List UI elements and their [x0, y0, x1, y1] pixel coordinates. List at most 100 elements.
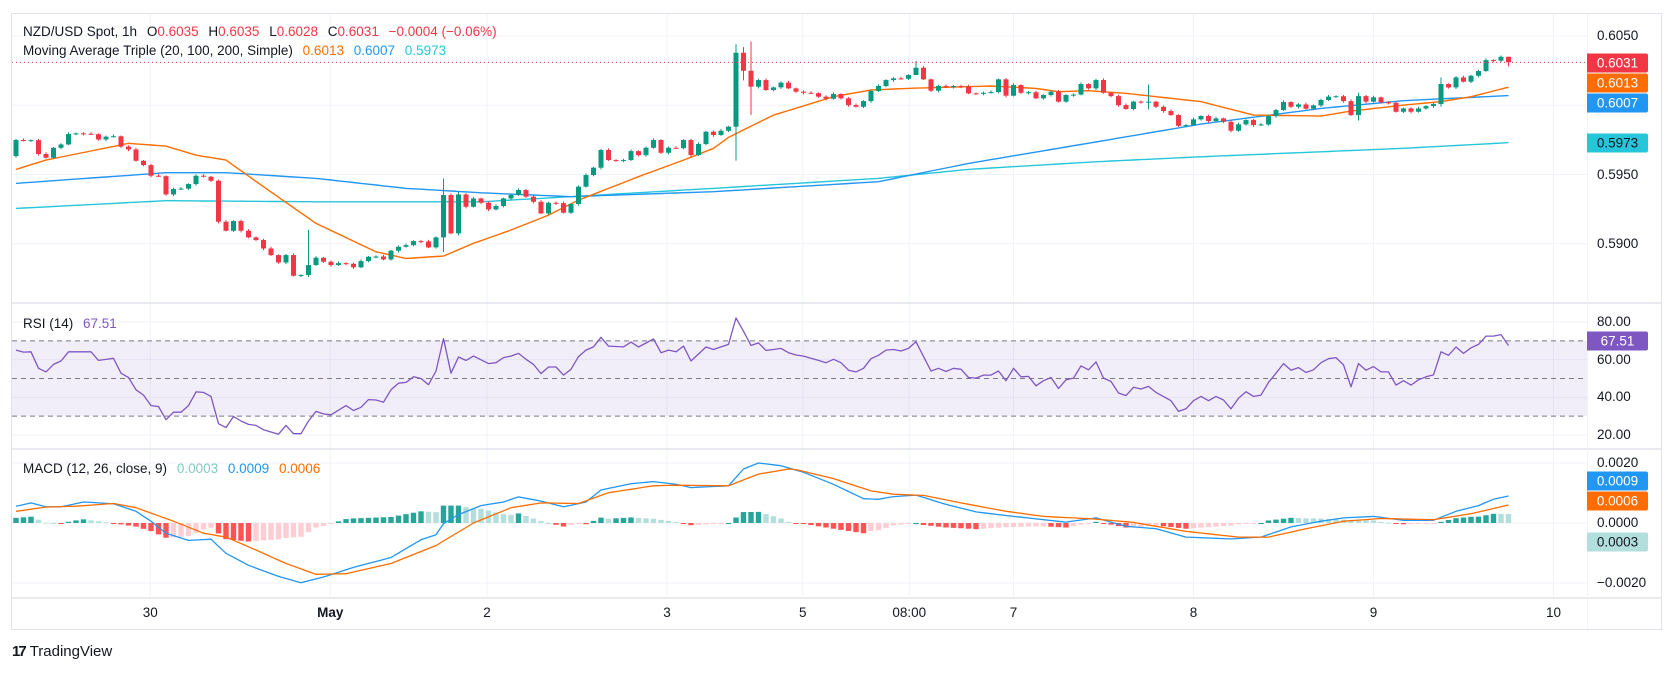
macd-histogram-bar — [1205, 523, 1212, 528]
macd-histogram-bar — [950, 523, 957, 528]
macd-histogram-bar — [1130, 523, 1137, 528]
last-price-tag: 0.6031 — [1587, 53, 1648, 73]
candle-body — [1273, 110, 1279, 117]
candle — [606, 148, 611, 161]
macd-histogram-bar — [1408, 523, 1414, 525]
candle — [388, 249, 394, 261]
candle — [171, 187, 176, 197]
macd-histogram-bar — [613, 518, 619, 523]
candle-body — [1056, 91, 1061, 102]
macd-histogram-bar — [1490, 513, 1497, 523]
symbol-title[interactable]: NZD/USD Spot, 1h — [23, 24, 138, 39]
pane-separators — [12, 14, 1661, 629]
macd-histogram-bar — [545, 522, 552, 524]
candle — [1198, 115, 1204, 121]
candle-body — [336, 263, 341, 266]
candle-body — [1213, 118, 1219, 122]
macd-histogram-bar — [1123, 523, 1129, 528]
candle-body — [898, 78, 904, 80]
price-pane[interactable] — [12, 41, 1587, 277]
candle — [726, 125, 731, 132]
candle — [276, 254, 281, 264]
candle-body — [1161, 106, 1166, 112]
macd-histogram-bar — [823, 523, 829, 528]
macd-histogram-bar — [1160, 523, 1167, 527]
candle — [1176, 114, 1181, 127]
candle-body — [1003, 79, 1009, 96]
candle — [681, 139, 686, 150]
candle-body — [1341, 96, 1346, 102]
low-value: 0.6028 — [276, 24, 319, 39]
macd-histogram-bar — [350, 518, 357, 523]
macd-histogram-bar — [1378, 521, 1384, 523]
macd-histogram-bar — [778, 518, 784, 523]
macd-histogram-bar — [133, 523, 139, 527]
tradingview-branding[interactable]: 17 TradingView — [12, 643, 112, 660]
rsi-title[interactable]: RSI (14) — [23, 316, 74, 331]
macd-histogram-bar — [365, 517, 372, 523]
open-value: 0.6035 — [157, 24, 199, 39]
macd-title[interactable]: MACD (12, 26, close, 9) — [23, 461, 168, 476]
macd-histogram-bar — [628, 517, 634, 523]
candle — [118, 135, 124, 148]
ma200-tag: 0.5973 — [1587, 133, 1648, 153]
macd-histogram-bar — [1063, 523, 1069, 528]
macd-histogram-bar — [1370, 520, 1377, 523]
candle — [996, 78, 1001, 94]
macd-histogram-bar — [635, 517, 642, 523]
candle-body — [838, 94, 844, 99]
candle — [133, 147, 139, 162]
candle-body — [538, 201, 544, 214]
macd-histogram-bar — [1100, 523, 1107, 524]
macd-histogram-bar — [800, 523, 807, 524]
candle — [1086, 83, 1091, 90]
candle — [43, 152, 49, 159]
candle-body — [118, 136, 124, 147]
macd-histogram-bar — [1153, 523, 1159, 526]
candle-body — [448, 194, 454, 234]
macd-histogram-bar — [620, 517, 627, 523]
candle-body — [366, 256, 371, 262]
candle-body — [1483, 60, 1489, 72]
candle — [771, 86, 776, 92]
candle — [238, 219, 244, 233]
macd-histogram-bar — [995, 523, 1002, 528]
macd-histogram-bar — [733, 517, 739, 523]
macd-legend[interactable]: MACD (12, 26, close, 9) 0.0003 0.0009 0.… — [23, 461, 326, 477]
ma20-line — [15, 85, 1509, 260]
candle — [763, 78, 769, 91]
candle — [1386, 101, 1391, 105]
macd-histogram-bar — [433, 512, 439, 523]
rsi-pane[interactable] — [12, 317, 1587, 435]
candle-body — [283, 255, 289, 263]
candle — [321, 256, 326, 264]
macd-histogram-bar — [583, 523, 589, 525]
candle-body — [823, 96, 829, 99]
symbol-legend[interactable]: NZD/USD Spot, 1h O0.6035 H0.6035 L0.6028… — [23, 24, 503, 40]
macd-histogram-bar — [1025, 523, 1032, 527]
ma-title[interactable]: Moving Average Triple (20, 100, 200, Sim… — [23, 43, 293, 58]
candle — [1498, 55, 1504, 63]
candle — [148, 163, 154, 178]
candle — [696, 142, 701, 156]
candle — [1393, 101, 1399, 113]
macd-histogram-bar — [35, 519, 42, 523]
candle — [643, 146, 649, 157]
candle — [66, 132, 71, 146]
high-label: H — [208, 24, 219, 39]
macd-histogram-bar — [1175, 523, 1182, 528]
candle — [81, 132, 86, 136]
macd-histogram-bar — [448, 505, 454, 523]
candle — [298, 274, 304, 277]
macd-histogram-bar — [680, 523, 687, 524]
candle-body — [621, 160, 626, 162]
candle — [73, 132, 79, 136]
ma-legend[interactable]: Moving Average Triple (20, 100, 200, Sim… — [23, 43, 452, 59]
macd-pane[interactable] — [13, 462, 1512, 584]
candle-body — [261, 240, 266, 249]
candle-body — [411, 241, 416, 246]
rsi-legend[interactable]: RSI (14) 67.51 — [23, 316, 123, 332]
candle — [126, 145, 131, 152]
ma200-line — [15, 141, 1509, 210]
